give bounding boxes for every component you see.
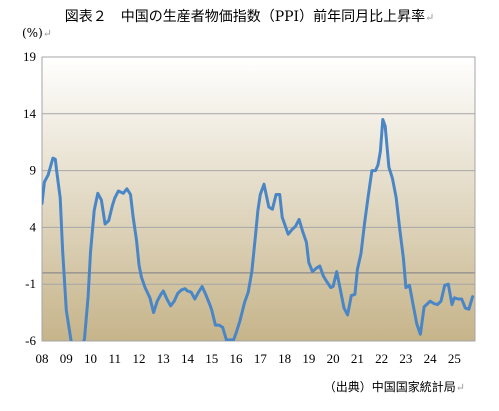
gridlines xyxy=(41,56,476,342)
y-tick-labels: 19 14 9 4 -1 -6 xyxy=(23,49,37,348)
chart-title-text: 図表２ 中国の生産者物価指数（PPI）前年同月比上昇率 xyxy=(64,9,426,25)
x-tick-label: 11 xyxy=(109,351,122,366)
y-tick-label: -1 xyxy=(25,276,36,291)
x-tick-label: 22 xyxy=(375,351,388,366)
source-text: （出典）中国国家統計局 xyxy=(323,380,456,394)
ppi-series-line xyxy=(42,118,475,341)
return-mark-icon: ↵ xyxy=(42,27,52,40)
x-tick-label: 21 xyxy=(351,351,364,366)
source-note: （出典）中国国家統計局↵ xyxy=(324,378,465,395)
x-tick-label: 20 xyxy=(327,351,340,366)
x-tick-label: 19 xyxy=(302,351,315,366)
return-mark-icon: ↵ xyxy=(425,11,435,24)
y-tick-label: 14 xyxy=(23,106,37,121)
y-tick-label: 9 xyxy=(30,163,37,178)
x-tick-label: 18 xyxy=(278,351,291,366)
y-tick-label: -6 xyxy=(25,333,36,348)
y-axis-unit-text: (%) xyxy=(22,26,43,40)
y-axis-unit: (%)↵ xyxy=(22,26,52,40)
x-tick-label: 15 xyxy=(205,351,218,366)
x-tick-label: 23 xyxy=(399,351,412,366)
x-tick-label: 10 xyxy=(84,351,97,366)
return-mark-icon: ↵ xyxy=(455,381,465,394)
x-tick-label: 14 xyxy=(181,351,195,366)
x-tick-label: 08 xyxy=(36,351,49,366)
x-tick-label: 12 xyxy=(133,351,146,366)
x-tick-label: 16 xyxy=(230,351,244,366)
x-tick-labels: 08 09 10 11 12 13 14 15 16 17 18 19 20 21 22 23 24 25 xyxy=(36,351,461,366)
x-tick-label: 13 xyxy=(157,351,170,366)
x-tick-label: 17 xyxy=(254,351,268,366)
y-tick-label: 19 xyxy=(23,49,36,64)
chart-title: 図表２ 中国の生産者物価指数（PPI）前年同月比上昇率↵ xyxy=(0,6,499,26)
x-tick-label: 09 xyxy=(60,351,73,366)
x-tick-label: 25 xyxy=(448,351,461,366)
x-tick-label: 24 xyxy=(424,351,438,366)
y-tick-label: 4 xyxy=(30,219,37,234)
